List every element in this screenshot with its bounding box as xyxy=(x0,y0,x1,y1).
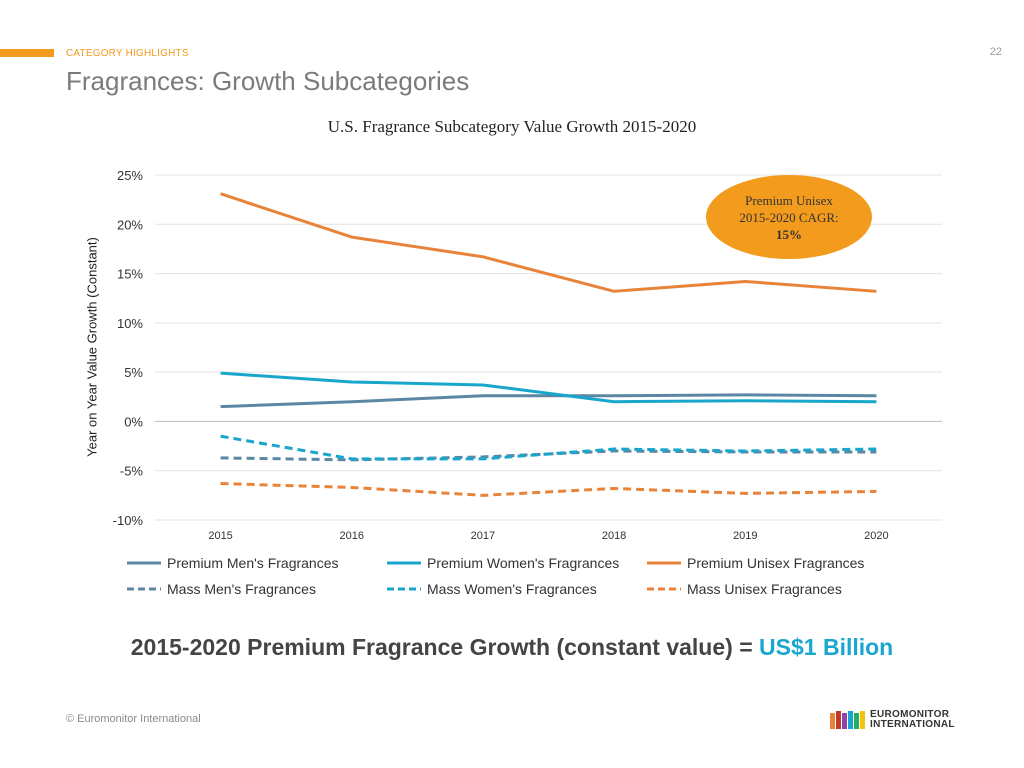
y-axis-label: Year on Year Value Growth (Constant) xyxy=(84,237,100,457)
legend-label: Mass Women's Fragrances xyxy=(427,581,597,597)
legend-swatch xyxy=(647,561,681,565)
page-title: Fragrances: Growth Subcategories xyxy=(66,66,470,96)
copyright: © Euromonitor International xyxy=(66,713,201,725)
logo-line2: INTERNATIONAL xyxy=(870,719,955,730)
y-tick-label: 10% xyxy=(117,316,143,331)
headline-text: 2015-2020 Premium Fragrance Growth (cons… xyxy=(130,634,760,660)
y-tick-label: 5% xyxy=(124,365,143,380)
legend-item: Premium Unisex Fragrances xyxy=(647,555,864,571)
callout-line1: Premium Unisex xyxy=(745,192,833,208)
legend-item: Mass Men's Fragrances xyxy=(127,581,316,597)
x-tick-label: 2015 xyxy=(208,530,232,542)
x-tick-label: 2016 xyxy=(340,530,364,542)
y-tick-label: -10% xyxy=(113,513,144,528)
y-tick-label: 20% xyxy=(117,217,143,232)
legend-item: Mass Women's Fragrances xyxy=(387,581,597,597)
series-line xyxy=(220,434,877,461)
callout-value: 15% xyxy=(776,226,802,242)
legend-item: Premium Women's Fragrances xyxy=(387,555,619,571)
x-tick-label: 2019 xyxy=(733,530,757,542)
series-line xyxy=(220,192,877,293)
series-line xyxy=(220,393,877,409)
euromonitor-logo: EUROMONITOR INTERNATIONAL xyxy=(830,710,955,730)
chart-title: U.S. Fragrance Subcategory Value Growth … xyxy=(327,117,697,136)
y-tick-label: 15% xyxy=(117,267,143,282)
legend-swatch xyxy=(387,561,421,565)
callout-line2: 2015-2020 CAGR: xyxy=(739,209,839,225)
legend-item: Premium Men's Fragrances xyxy=(127,555,339,571)
x-tick-label: 2017 xyxy=(471,530,495,542)
y-tick-label: -5% xyxy=(120,464,144,479)
headline-highlight: US$1 Billion xyxy=(759,634,894,660)
legend-label: Mass Men's Fragrances xyxy=(167,581,316,597)
x-tick-label: 2018 xyxy=(602,530,626,542)
legend-swatch xyxy=(387,587,421,591)
x-tick-label: 2020 xyxy=(864,530,888,542)
cagr-callout: Premium Unisex 2015-2020 CAGR: 15% xyxy=(706,175,872,259)
legend-label: Premium Unisex Fragrances xyxy=(687,555,865,571)
accent-bar xyxy=(0,49,54,57)
logo-mark-icon xyxy=(830,711,865,729)
legend-swatch xyxy=(127,587,161,591)
legend-swatch xyxy=(647,587,681,591)
legend-item: Mass Unisex Fragrances xyxy=(647,581,842,597)
page-number: 22 xyxy=(989,46,1002,58)
series-line xyxy=(220,482,877,497)
headline: 2015-2020 Premium Fragrance Growth (cons… xyxy=(0,634,1024,661)
section-label: CATEGORY HIGHLIGHTS xyxy=(66,48,189,59)
legend-swatch xyxy=(127,561,161,565)
legend-label: Premium Men's Fragrances xyxy=(167,555,339,571)
legend-label: Premium Women's Fragrances xyxy=(427,555,620,571)
series-line xyxy=(220,371,877,404)
logo-line1: EUROMONITOR xyxy=(870,709,950,720)
legend-label: Mass Unisex Fragrances xyxy=(687,581,842,597)
y-tick-label: 25% xyxy=(117,168,143,183)
y-tick-label: 0% xyxy=(124,414,143,429)
line-chart: -10% -5% 0% 5% 10% 15% 20% 25% 2015 2016 2017 2018 2… xyxy=(113,168,942,542)
